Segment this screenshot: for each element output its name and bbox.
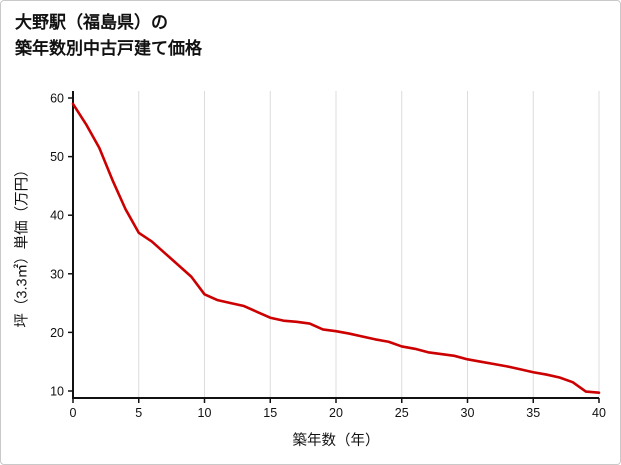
x-tick-label: 15 <box>263 406 277 420</box>
y-tick-label: 30 <box>50 267 64 281</box>
y-tick-label: 50 <box>50 150 64 164</box>
chart-title-line2: 築年数別中古戸建て価格 <box>15 39 202 59</box>
chart-title: 大野駅（福島県）の 築年数別中古戸建て価格 <box>15 10 202 63</box>
chart-title-line1: 大野駅（福島県）の <box>15 13 168 32</box>
x-axis-label: 築年数（年） <box>292 433 380 449</box>
x-tick-label: 25 <box>395 406 409 420</box>
price-line <box>71 102 601 395</box>
x-tick-label: 0 <box>70 406 77 420</box>
y-tick-label: 10 <box>50 384 64 398</box>
x-tick-label: 30 <box>461 406 475 420</box>
y-axis-label: 坪（3.3㎡）単価（万円） <box>14 162 31 328</box>
y-tick-label: 40 <box>50 209 64 223</box>
x-tick-label: 5 <box>135 406 142 420</box>
y-tick-label: 60 <box>50 92 64 106</box>
y-tick-label: 20 <box>50 326 64 340</box>
x-tick-label: 20 <box>329 406 343 420</box>
x-tick-label: 35 <box>526 406 540 420</box>
x-tick-label: 40 <box>592 406 606 420</box>
x-tick-label: 10 <box>198 406 212 420</box>
